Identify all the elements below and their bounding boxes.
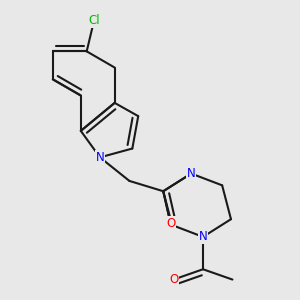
Text: N: N [96, 151, 104, 164]
Text: O: O [169, 273, 178, 286]
Text: N: N [199, 230, 207, 243]
Text: Cl: Cl [88, 14, 100, 27]
Text: N: N [187, 167, 196, 180]
Text: O: O [166, 217, 175, 230]
